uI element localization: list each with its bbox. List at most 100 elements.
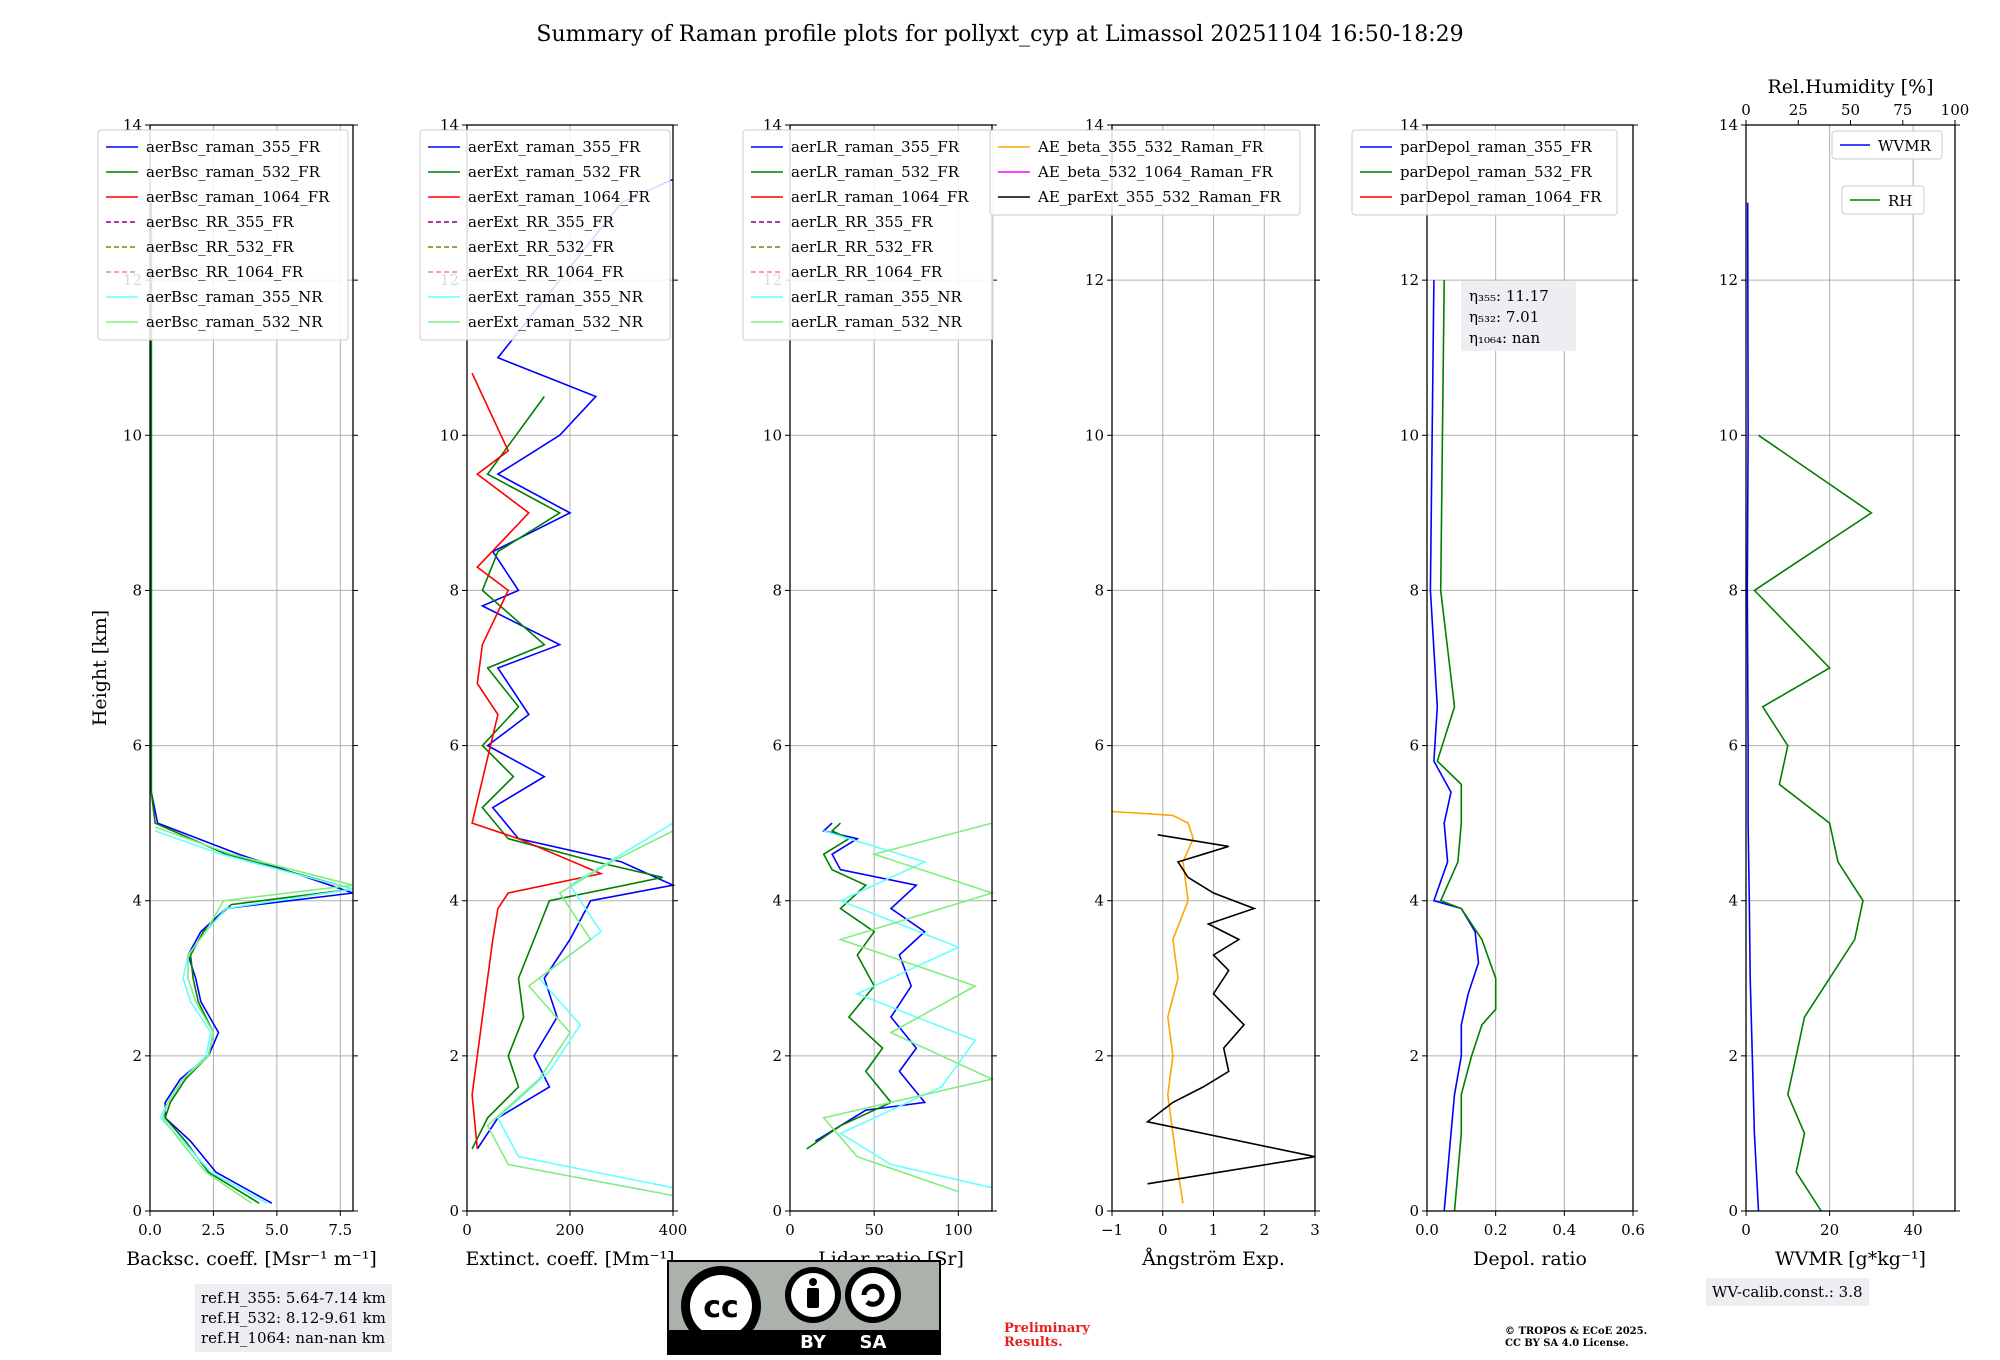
figure-title: Summary of Raman profile plots for polly… xyxy=(536,22,1464,47)
y-tick-label: 0 xyxy=(449,1202,459,1220)
legend-label: aerBsc_raman_532_NR xyxy=(146,313,323,331)
x-tick-label: 1 xyxy=(1209,1221,1219,1239)
x-tick-label: 0 xyxy=(1158,1221,1168,1239)
legend-label: aerBsc_raman_532_FR xyxy=(146,163,321,181)
wv-calib-box: WV-calib.const.: 3.8 xyxy=(1706,1278,1869,1306)
cc-logo-icon: cc BY SA xyxy=(669,1262,939,1353)
y-tick-label: 10 xyxy=(123,426,142,444)
y-tick-label: 12 xyxy=(1085,271,1104,289)
y-tick-label: 4 xyxy=(132,892,142,910)
legend-box xyxy=(989,129,1301,216)
y-tick-label: 10 xyxy=(763,426,782,444)
eta-annotation-label: η₅₃₂: 7.01 xyxy=(1469,308,1539,326)
panel-ext: 024681012140200400Extinct. coeff. [Mm⁻¹]… xyxy=(419,116,687,1270)
x-axis-label: WVMR [g*kg⁻¹] xyxy=(1775,1248,1926,1270)
series-WVMR xyxy=(1746,202,1760,1212)
legend-label: aerBsc_RR_532_FR xyxy=(146,238,294,256)
y-tick-label: 6 xyxy=(132,737,142,755)
legend-box xyxy=(1841,185,1925,215)
y-tick-label: 4 xyxy=(449,892,459,910)
x-tick-label: 20 xyxy=(1820,1221,1839,1239)
x-tick-label: 100 xyxy=(944,1221,973,1239)
ref-height-532: ref.H_532: 8.12-9.61 km xyxy=(201,1309,386,1327)
y-tick-label: 8 xyxy=(132,581,142,599)
top-x-tick-label: 100 xyxy=(1941,101,1970,119)
y-tick-label: 0 xyxy=(132,1202,142,1220)
top-x-tick-label: 25 xyxy=(1789,101,1808,119)
y-tick-label: 4 xyxy=(1409,892,1419,910)
preliminary-line-1: Preliminary xyxy=(1004,1321,1090,1336)
eta-annotation-label: η₃₅₅: 11.17 xyxy=(1469,287,1549,305)
x-tick-label: 5.0 xyxy=(265,1221,289,1239)
y-tick-label: 10 xyxy=(440,426,459,444)
cc-by-text: BY xyxy=(800,1332,827,1353)
legend-label: AE_beta_355_532_Raman_FR xyxy=(1037,138,1264,156)
legend-box xyxy=(1831,130,1943,160)
legend-label: aerBsc_raman_355_NR xyxy=(146,288,323,306)
legend-label: parDepol_raman_355_FR xyxy=(1400,138,1593,156)
y-tick-label: 0 xyxy=(1728,1202,1738,1220)
x-axis-label: Depol. ratio xyxy=(1473,1248,1587,1270)
top-x-tick-label: 75 xyxy=(1893,101,1912,119)
series-aerLR_raman_355_FR xyxy=(814,822,927,1142)
y-tick-label: 10 xyxy=(1085,426,1104,444)
legend-label: aerBsc_raman_355_FR xyxy=(146,138,321,156)
sa-arrow-icon xyxy=(861,1283,885,1307)
y-tick-label: 2 xyxy=(1728,1047,1738,1065)
x-tick-label: 40 xyxy=(1904,1221,1923,1239)
y-tick-label: 6 xyxy=(772,737,782,755)
axes-frame xyxy=(1745,124,1956,1212)
cc-sa-text: SA xyxy=(860,1332,887,1353)
series-RH xyxy=(1753,434,1873,1212)
copyright-note: © TROPOS & ECoE 2025. CC BY SA 4.0 Licen… xyxy=(1505,1326,1647,1350)
legend-label: parDepol_raman_1064_FR xyxy=(1400,188,1602,206)
y-tick-label: 6 xyxy=(1409,737,1419,755)
legend-label: aerLR_raman_355_NR xyxy=(791,288,962,306)
legend-label: aerLR_RR_1064_FR xyxy=(791,263,943,281)
legend-label: AE_beta_532_1064_Raman_FR xyxy=(1037,163,1273,181)
copyright-line-1: © TROPOS & ECoE 2025. xyxy=(1505,1326,1648,1337)
legend-label: WVMR xyxy=(1878,137,1932,155)
ref-height-355: ref.H_355: 5.64-7.14 km xyxy=(201,1289,386,1307)
x-tick-label: 50 xyxy=(865,1221,884,1239)
y-axis-label: Height [km] xyxy=(89,610,111,726)
y-tick-label: 2 xyxy=(1094,1047,1104,1065)
x-tick-label: 0 xyxy=(1741,1221,1751,1239)
series-AE_parExt_355_532_Raman_FR xyxy=(1145,834,1316,1185)
x-tick-label: 0.0 xyxy=(1415,1221,1439,1239)
series-aerExt_raman_355_FR xyxy=(476,178,676,1150)
y-tick-label: 8 xyxy=(449,581,459,599)
x-tick-label: 2.5 xyxy=(202,1221,226,1239)
x-tick-label: 0.6 xyxy=(1621,1221,1645,1239)
y-tick-label: 6 xyxy=(449,737,459,755)
by-person-icon xyxy=(809,1278,817,1286)
series-aerBsc_raman_532_NR xyxy=(154,826,354,1204)
legend-label: aerExt_RR_1064_FR xyxy=(468,263,624,281)
y-tick-label: 8 xyxy=(1094,581,1104,599)
x-axis-label: Backsc. coeff. [Msr⁻¹ m⁻¹] xyxy=(126,1248,377,1270)
y-tick-label: 4 xyxy=(772,892,782,910)
legend-label: aerExt_raman_532_FR xyxy=(468,163,641,181)
y-tick-label: 4 xyxy=(1094,892,1104,910)
legend-box xyxy=(1351,129,1618,216)
y-tick-label: 12 xyxy=(1400,271,1419,289)
series-aerExt_raman_1064_FR xyxy=(471,372,604,1149)
x-tick-label: 0 xyxy=(785,1221,795,1239)
y-tick-label: 8 xyxy=(772,581,782,599)
series-aerLR_raman_532_FR xyxy=(806,822,893,1150)
series-parDepol_raman_532_FR xyxy=(1436,280,1497,1212)
preliminary-line-2: Results. xyxy=(1004,1335,1063,1350)
y-tick-label: 0 xyxy=(1409,1202,1419,1220)
axes-frame xyxy=(149,124,354,1212)
legend-label: aerLR_raman_355_FR xyxy=(791,138,960,156)
x-tick-label: 0 xyxy=(462,1221,472,1239)
x-tick-label: 2 xyxy=(1259,1221,1269,1239)
panel-lr: 02468101214050100Lidar ratio [Sr]aerLR_r… xyxy=(742,116,997,1270)
legend-label: aerLR_RR_355_FR xyxy=(791,213,933,231)
copyright-line-2: CC BY SA 4.0 License. xyxy=(1505,1338,1629,1349)
y-tick-label: 8 xyxy=(1409,581,1419,599)
legend-label: parDepol_raman_532_FR xyxy=(1400,163,1593,181)
